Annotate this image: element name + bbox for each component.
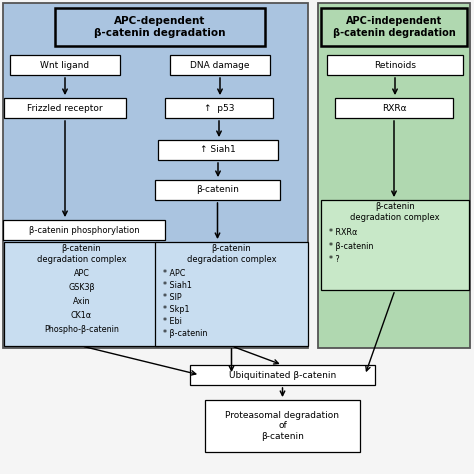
Bar [3, 220, 165, 240]
Text: ↑  p53: ↑ p53 [204, 103, 234, 112]
Text: β-catenin
degradation complex: β-catenin degradation complex [187, 244, 276, 264]
Text: Retinoids: Retinoids [374, 61, 416, 70]
Bar [205, 400, 360, 452]
Bar [165, 98, 273, 118]
Text: APC: APC [73, 270, 90, 279]
Text: β-catenin
degradation complex: β-catenin degradation complex [350, 202, 440, 222]
Text: * Ebi: * Ebi [163, 318, 182, 327]
Text: Wnt ligand: Wnt ligand [40, 61, 90, 70]
Text: Axin: Axin [73, 298, 90, 307]
Text: Phospho-β-catenin: Phospho-β-catenin [44, 326, 119, 335]
Text: Frizzled receptor: Frizzled receptor [27, 103, 103, 112]
Bar [4, 98, 126, 118]
Bar [155, 180, 280, 200]
Text: * β-catenin: * β-catenin [329, 241, 374, 250]
Text: * Skp1: * Skp1 [163, 306, 190, 315]
Text: * Siah1: * Siah1 [163, 282, 192, 291]
Text: β-catenin phosphorylation: β-catenin phosphorylation [29, 226, 139, 235]
Bar [321, 8, 467, 46]
Bar [318, 3, 470, 348]
Bar [3, 3, 308, 348]
Text: Ubiquitinated β-catenin: Ubiquitinated β-catenin [229, 371, 336, 380]
Bar [190, 365, 375, 385]
Bar [155, 242, 308, 346]
Text: * RXRα: * RXRα [329, 228, 357, 237]
Text: * ?: * ? [329, 255, 340, 264]
Bar [158, 140, 278, 160]
Text: β-catenin: β-catenin [196, 185, 239, 194]
Text: Proteasomal degradation
of
β-catenin: Proteasomal degradation of β-catenin [226, 411, 339, 441]
Text: GSK3β: GSK3β [68, 283, 95, 292]
Text: β-catenin
degradation complex: β-catenin degradation complex [36, 244, 126, 264]
Bar [327, 55, 463, 75]
Text: RXRα: RXRα [382, 103, 406, 112]
Bar [4, 242, 159, 346]
Text: * β-catenin: * β-catenin [163, 329, 207, 338]
Text: APC-dependent
β-catenin degradation: APC-dependent β-catenin degradation [94, 16, 226, 38]
Text: CK1α: CK1α [71, 311, 92, 320]
Bar [55, 8, 265, 46]
Text: ↑ Siah1: ↑ Siah1 [200, 146, 236, 155]
Text: * SIP: * SIP [163, 293, 182, 302]
Bar [321, 200, 469, 290]
Text: * APC: * APC [163, 270, 185, 279]
Bar [170, 55, 270, 75]
Text: APC-independent
β-catenin degradation: APC-independent β-catenin degradation [333, 16, 456, 38]
Bar [335, 98, 453, 118]
Bar [10, 55, 120, 75]
Text: DNA damage: DNA damage [190, 61, 250, 70]
